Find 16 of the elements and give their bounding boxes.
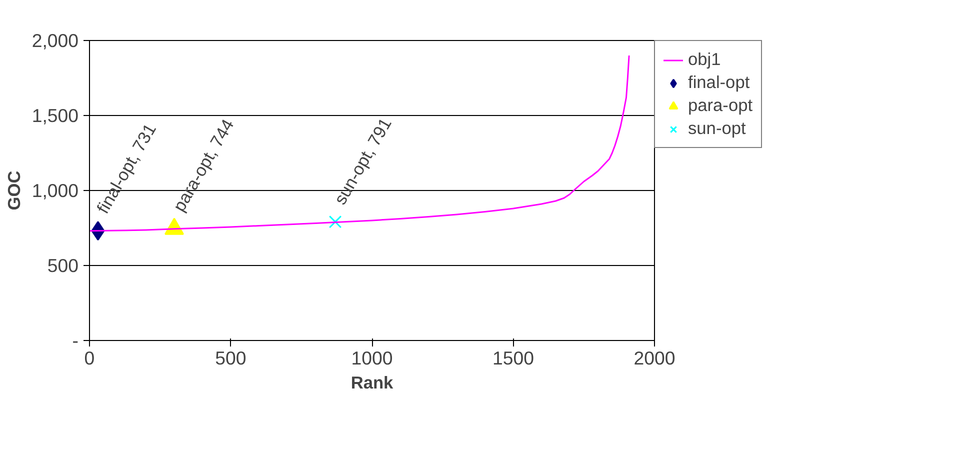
legend-label: para-opt (688, 95, 753, 116)
y-tick-label: - (72, 330, 79, 351)
x-tick-label: 0 (84, 348, 95, 368)
y-tick-label: 500 (47, 255, 79, 276)
x-tick-label: 2000 (634, 348, 676, 368)
x-tick-label: 1000 (351, 348, 393, 368)
y-tick-label: 2,000 (32, 30, 78, 51)
x-axis-title: Rank (350, 372, 394, 392)
legend-label: sun-opt (688, 118, 746, 139)
x-tick-label: 1500 (492, 348, 534, 368)
x-tick-label: 500 (215, 348, 246, 368)
legend-label: final-opt (688, 72, 750, 93)
y-axis-title: GOC (4, 170, 24, 210)
y-tick-label: 1,000 (32, 180, 78, 201)
y-tick-label: 1,500 (32, 105, 78, 126)
legend-label: obj1 (688, 49, 721, 70)
